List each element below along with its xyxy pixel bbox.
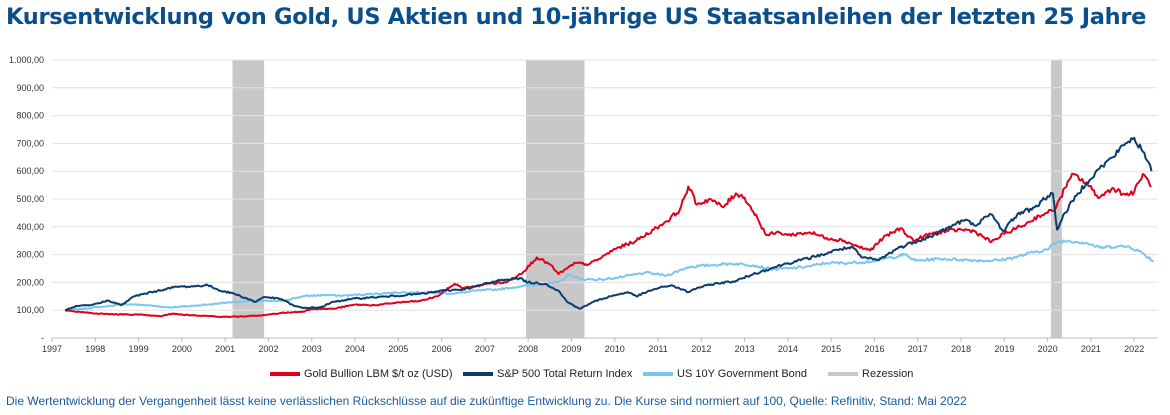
legend-swatch-bond [643,372,673,376]
y-tick-label: 300,00 [16,250,44,260]
legend: Gold Bullion LBM $/t oz (USD) S&P 500 To… [0,368,1170,384]
series-lines [64,136,1155,319]
x-tick-label: 2003 [302,344,322,354]
x-tick-label: 2021 [1081,344,1101,354]
series-line-gold [64,172,1152,319]
x-tick-label: 2020 [1038,344,1058,354]
y-tick-label: 700,00 [16,138,44,148]
x-tick-label: 2005 [388,344,408,354]
y-tick-label: 600,00 [16,166,44,176]
x-tick-label: 2013 [735,344,755,354]
x-tick-label: 2006 [432,344,452,354]
y-tick-label: 1.000,00 [9,55,44,65]
x-tick-label: 2017 [908,344,928,354]
legend-item-sp500: S&P 500 Total Return Index [463,368,632,380]
legend-swatch-recession [828,372,858,376]
x-tick-label: 2000 [172,344,192,354]
x-tick-label: 2004 [345,344,365,354]
x-tick-label: 2010 [605,344,625,354]
legend-swatch-gold [270,372,300,376]
y-tick-label: 100,00 [16,305,44,315]
x-axis-ticks: 1997 1998 1999 2000 2001 2002 2003 2004 2005 2006… [42,338,1144,354]
y-tick-label: 900,00 [16,83,44,93]
x-tick-label: 2012 [691,344,711,354]
x-tick-label: 2002 [258,344,278,354]
x-tick-label: 2015 [821,344,841,354]
x-tick-label: 2016 [864,344,884,354]
legend-label-sp500: S&P 500 Total Return Index [497,368,633,380]
y-tick-label: 200,00 [16,277,44,287]
x-tick-label: 2019 [994,344,1014,354]
y-tick-label: 800,00 [16,111,44,121]
x-tick-label: 1999 [129,344,149,354]
legend-label-bond: US 10Y Government Bond [677,368,808,380]
gridlines [52,59,1158,339]
x-tick-label: 1998 [85,344,105,354]
y-tick-label: 500,00 [16,194,44,204]
legend-label-gold: Gold Bullion LBM $/t oz (USD) [304,368,453,380]
chart-title: Kursentwicklung von Gold, US Aktien und … [6,4,1147,30]
x-tick-label: 2001 [215,344,235,354]
series-line-sp500 [65,136,1153,312]
x-tick-label: 2018 [951,344,971,354]
footnote: Die Wertentwicklung der Vergangenheit lä… [6,394,967,408]
legend-item-bond: US 10Y Government Bond [643,368,807,380]
x-tick-label: 1997 [42,344,62,354]
legend-swatch-sp500 [463,372,493,376]
x-tick-label: 2011 [648,344,667,354]
y-axis-ticks: - 100,00 200,00 300,00 400,00 500,00 600,00 700… [9,55,44,343]
x-tick-label: 2014 [778,344,798,354]
line-chart: - 100,00 200,00 300,00 400,00 500,00 600,00 700… [9,55,1158,354]
legend-label-recession: Rezession [862,368,914,380]
legend-item-gold: Gold Bullion LBM $/t oz (USD) [270,368,453,380]
x-tick-label: 2009 [561,344,581,354]
x-tick-label: 2008 [518,344,538,354]
x-tick-label: 2022 [1124,344,1144,354]
x-tick-label: 2007 [475,344,495,354]
series-line-bond [64,239,1155,312]
y-tick-label: - [41,333,44,343]
legend-item-recession: Rezession [828,368,913,380]
y-tick-label: 400,00 [16,222,44,232]
